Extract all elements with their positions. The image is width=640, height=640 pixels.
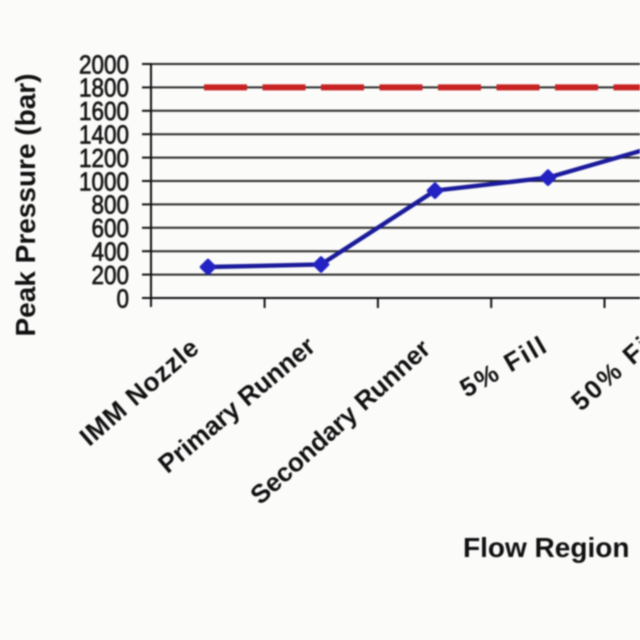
svg-text:2000: 2000 — [79, 51, 129, 79]
svg-text:600: 600 — [92, 215, 130, 243]
svg-text:1000: 1000 — [79, 168, 129, 196]
svg-text:1400: 1400 — [79, 122, 129, 150]
svg-text:200: 200 — [92, 262, 130, 290]
svg-text:1800: 1800 — [79, 75, 129, 103]
svg-text:Flow Region: Flow Region — [463, 532, 629, 563]
svg-text:400: 400 — [92, 239, 130, 267]
svg-text:0: 0 — [117, 285, 130, 313]
svg-text:1600: 1600 — [79, 98, 129, 126]
svg-text:800: 800 — [92, 192, 130, 220]
svg-text:1200: 1200 — [79, 145, 129, 173]
svg-text:Peak Pressure (bar): Peak Pressure (bar) — [10, 73, 41, 336]
